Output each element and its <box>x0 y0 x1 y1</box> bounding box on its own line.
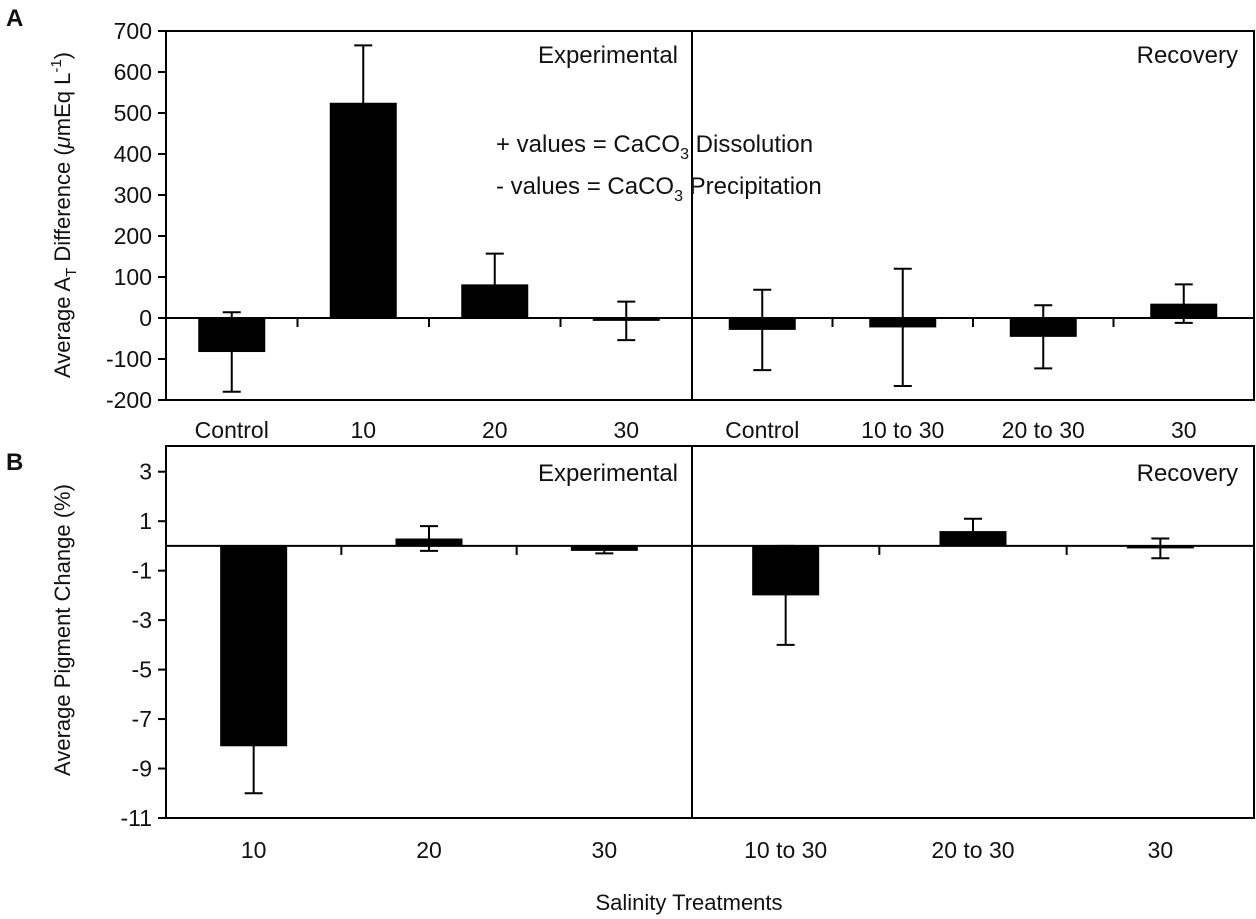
y-tick-label: -7 <box>132 706 152 732</box>
panel-b-bars <box>166 517 1254 795</box>
category-label: 20 to 30 <box>1002 417 1085 443</box>
category-label: 30 <box>592 837 618 863</box>
x-axis-title: Salinity Treatments <box>595 890 782 915</box>
annotation-dissolution: + values = CaCO3 Dissolution <box>496 131 813 163</box>
y-tick-label: -5 <box>132 657 152 683</box>
y-tick-label: 3 <box>139 459 152 485</box>
category-label: 30 <box>1148 837 1174 863</box>
panel-a-y-axis-label: Average AT Difference (μmEq L-1) <box>48 52 80 378</box>
category-label: Control <box>195 417 269 443</box>
panel-a-label: A <box>6 5 23 32</box>
y-tick-label: 0 <box>139 305 152 331</box>
category-label: 20 to 30 <box>931 837 1014 863</box>
panel-a-section-experimental: Experimental <box>538 42 678 69</box>
category-label: 10 <box>350 417 376 443</box>
y-tick-label: 500 <box>114 100 152 126</box>
panel-b-section-experimental: Experimental <box>538 460 678 487</box>
y-tick-label: -3 <box>132 607 152 633</box>
y-tick-label: -200 <box>106 387 152 413</box>
panel-b-categories: 10 20 30 10 to 30 20 to 30 30 <box>241 837 1173 863</box>
panel-b: B Experimental Recovery Average Pigment … <box>6 445 1255 863</box>
panel-b-section-recovery: Recovery <box>1137 460 1238 487</box>
category-label: 30 <box>613 417 639 443</box>
panel-b-y-axis-label: Average Pigment Change (%) <box>50 484 75 776</box>
panel-a-categories: Control 10 20 30 Control 10 to 30 20 to 30 30 <box>195 417 1197 443</box>
y-tick-label: -100 <box>106 346 152 372</box>
panel-a-frame <box>165 30 1255 401</box>
panel-a-y-ticks: 700 600 500 400 300 200 100 0 -100 -200 <box>106 18 166 413</box>
y-tick-label: 400 <box>114 141 152 167</box>
category-label: 20 <box>416 837 442 863</box>
y-tick-label: 600 <box>114 59 152 85</box>
panel-a-section-recovery: Recovery <box>1137 42 1238 69</box>
y-tick-label: -9 <box>132 756 152 782</box>
y-tick-label: 700 <box>114 18 152 44</box>
panel-b-y-ticks: 3 1 -1 -3 -5 -7 -9 -11 <box>120 459 166 831</box>
category-label: 30 <box>1171 417 1197 443</box>
category-label: 10 to 30 <box>861 417 944 443</box>
category-label: 20 <box>482 417 508 443</box>
y-tick-label: 200 <box>114 223 152 249</box>
category-label: Control <box>725 417 799 443</box>
y-tick-label: 300 <box>114 182 152 208</box>
panel-a-bars <box>166 44 1254 393</box>
annotation-precipitation: - values = CaCO3 Precipitation <box>496 173 822 205</box>
category-label: 10 <box>241 837 267 863</box>
y-tick-label: -1 <box>132 558 152 584</box>
y-tick-label: -11 <box>120 805 152 831</box>
panel-b-label: B <box>6 449 23 476</box>
y-tick-label: 100 <box>114 264 152 290</box>
y-tick-label: 1 <box>139 508 152 534</box>
panel-a: A Experimental Recovery + values = CaCO3… <box>6 5 1255 443</box>
category-label: 10 to 30 <box>744 837 827 863</box>
panel-b-frame <box>165 445 1255 819</box>
